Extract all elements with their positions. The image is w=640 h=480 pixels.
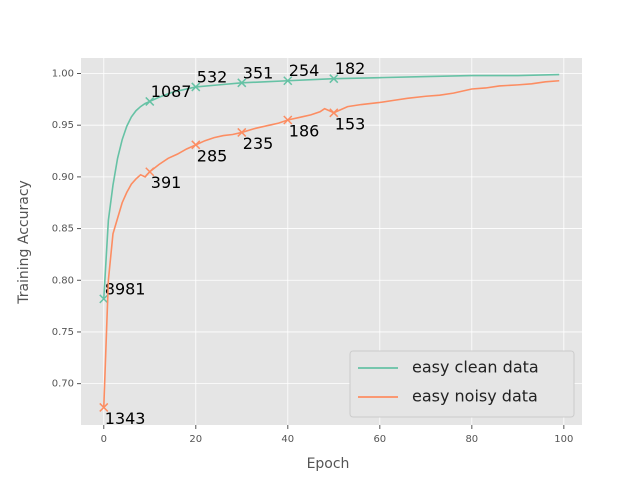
annotation: 153 (335, 114, 366, 133)
legend-box (349, 350, 575, 418)
x-tick-label: 20 (189, 434, 202, 445)
y-tick-label: 0.95 (52, 120, 74, 131)
y-tick-label: 0.90 (52, 172, 74, 183)
annotation: 351 (243, 63, 274, 82)
annotation: 285 (197, 146, 228, 165)
y-tick-label: 0.85 (52, 224, 74, 235)
annotation: 186 (289, 122, 320, 141)
annotation: 182 (335, 59, 366, 78)
legend: easy clean data easy noisy data (349, 350, 575, 418)
legend-label: easy clean data (412, 358, 539, 377)
annotation: 8981 (105, 279, 146, 298)
marker (283, 76, 293, 86)
annotation: 1343 (105, 409, 146, 428)
x-tick-label: 40 (281, 434, 294, 445)
series-line (102, 73, 560, 299)
marker (283, 115, 293, 125)
annotation: 532 (197, 67, 228, 86)
marker (191, 82, 201, 92)
marker (145, 96, 155, 106)
x-tick-label: 60 (373, 434, 386, 445)
y-tick-label: 0.75 (52, 327, 74, 338)
y-axis-label: Training Accuracy (16, 180, 32, 305)
y-tick-label: 0.70 (52, 379, 74, 390)
marker (237, 127, 247, 137)
annotation: 391 (151, 173, 182, 192)
y-tick-label: 0.80 (52, 275, 74, 286)
x-tick-label: 0 (101, 434, 107, 445)
annotation: 254 (289, 61, 320, 80)
x-tick-label: 80 (465, 434, 478, 445)
x-tick-label: 100 (554, 434, 573, 445)
marker (237, 78, 247, 88)
y-tick-label: 1.00 (52, 69, 74, 80)
annotation: 235 (243, 134, 274, 153)
marker (145, 167, 155, 177)
series-line (102, 79, 560, 408)
marker (99, 294, 109, 304)
marker (99, 402, 109, 412)
legend-label: easy noisy data (412, 387, 538, 406)
marker (329, 108, 339, 118)
annotation: 1087 (151, 82, 192, 101)
marker (329, 74, 339, 84)
x-axis-label: Epoch (307, 456, 350, 472)
marker (191, 140, 201, 150)
